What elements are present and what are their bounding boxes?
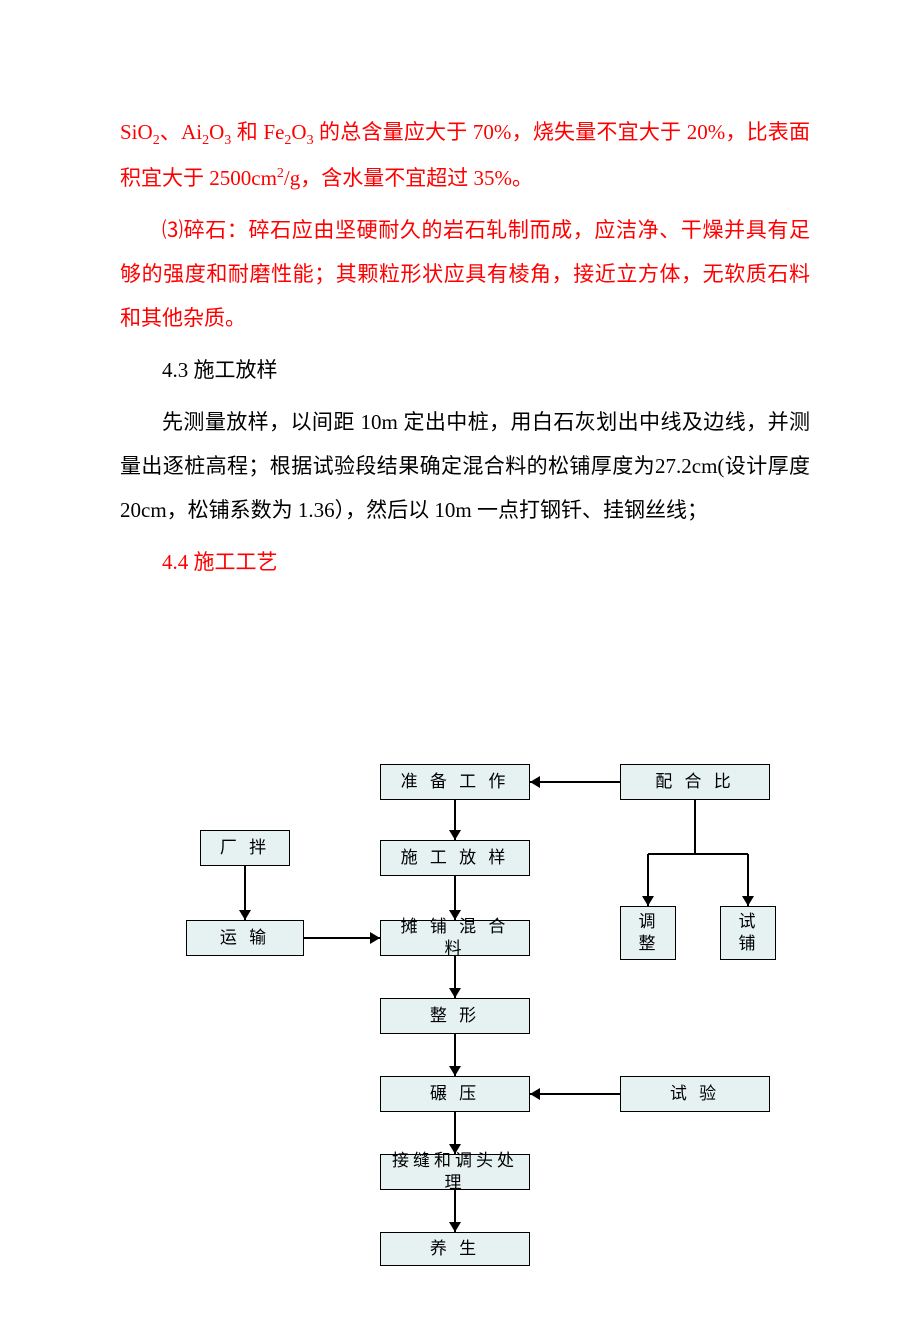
flowchart-node-test: 试 验 [620,1076,770,1112]
section-4-3-body: 先测量放样，以间距 10m 定出中桩，用白石灰划出中线及边线，并测量出逐桩高程；… [120,400,810,532]
flowchart-node-spread: 摊 铺 混 合 料 [380,920,530,956]
arrowhead-icon [449,1066,461,1076]
flowchart-node-trial: 试 铺 [720,906,776,960]
flowchart-node-shape: 整 形 [380,998,530,1034]
paragraph-2: ⑶碎石：碎石应由坚硬耐久的岩石轧制而成，应洁净、干燥并具有足够的强度和耐磨性能；… [120,208,810,340]
flowchart-node-joint: 接缝和调头处理 [380,1154,530,1190]
flowchart-node-roll: 碾 压 [380,1076,530,1112]
arrowhead-icon [530,776,540,788]
arrowhead-icon [449,830,461,840]
flowchart-node-cure: 养 生 [380,1232,530,1266]
p1-frag-b: 、Ai [160,120,202,144]
flowchart-node-mix: 厂 拌 [200,830,290,866]
arrowhead-icon [449,910,461,920]
flowchart-edge [648,853,748,855]
arrowhead-icon [449,1222,461,1232]
flowchart-node-ratio: 配 合 比 [620,764,770,800]
flowchart-node-prep: 准 备 工 作 [380,764,530,800]
p1-frag-e: O [291,120,306,144]
flowchart: 准 备 工 作 配 合 比厂 拌 施 工 放 样运 输 摊 铺 混 合 料 调 整试 铺… [0,764,920,1324]
flowchart-edge [304,937,380,939]
flowchart-node-layout: 施 工 放 样 [380,840,530,876]
section-4-3-title: 4.3 施工放样 [120,348,810,392]
arrowhead-icon [642,896,654,906]
flowchart-edge [530,781,620,783]
arrowhead-icon [370,932,380,944]
flowchart-container: 准 备 工 作 配 合 比厂 拌 施 工 放 样运 输 摊 铺 混 合 料 调 整试 铺… [0,764,920,1324]
section-4-4-title: 4.4 施工工艺 [120,540,810,584]
flowchart-node-adjust: 调 整 [620,906,676,960]
arrowhead-icon [239,910,251,920]
paragraph-1: SiO2、Ai2O3 和 Fe2O3 的总含量应大于 70%，烧失量不宜大于 2… [120,110,810,200]
flowchart-edge [530,1093,620,1095]
arrowhead-icon [742,896,754,906]
flowchart-node-trans: 运 输 [186,920,304,956]
superscript: 2 [277,166,284,181]
arrowhead-icon [530,1088,540,1100]
p1-frag-g: /g，含水量不宜超过 35%。 [284,166,533,190]
subscript: 2 [153,133,160,148]
p1-frag-a: SiO [120,120,153,144]
arrowhead-icon [449,988,461,998]
document-body: SiO2、Ai2O3 和 Fe2O3 的总含量应大于 70%，烧失量不宜大于 2… [0,0,920,584]
p1-frag-c: O [209,120,224,144]
flowchart-edge [694,800,696,854]
p1-frag-d: 和 Fe [231,120,284,144]
arrowhead-icon [449,1144,461,1154]
subscript: 3 [307,133,314,148]
